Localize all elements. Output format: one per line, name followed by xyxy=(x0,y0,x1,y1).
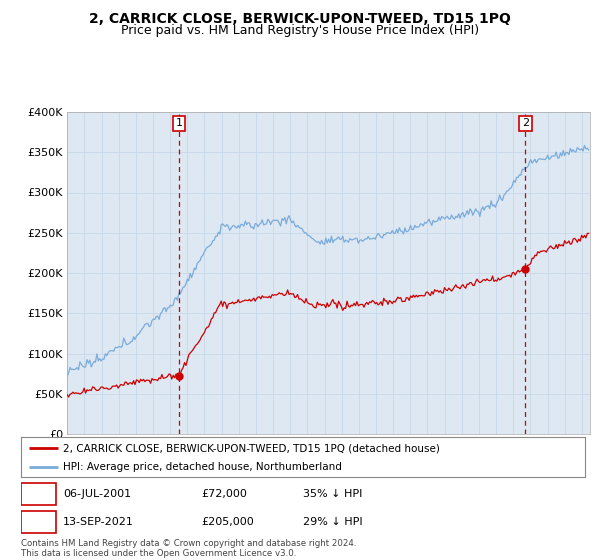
Text: 2, CARRICK CLOSE, BERWICK-UPON-TWEED, TD15 1PQ: 2, CARRICK CLOSE, BERWICK-UPON-TWEED, TD… xyxy=(89,12,511,26)
Text: 2, CARRICK CLOSE, BERWICK-UPON-TWEED, TD15 1PQ (detached house): 2, CARRICK CLOSE, BERWICK-UPON-TWEED, TD… xyxy=(64,443,440,453)
FancyBboxPatch shape xyxy=(21,511,56,533)
Text: 1: 1 xyxy=(35,489,42,499)
Text: Price paid vs. HM Land Registry's House Price Index (HPI): Price paid vs. HM Land Registry's House … xyxy=(121,24,479,37)
Text: £205,000: £205,000 xyxy=(202,517,254,528)
Text: 1: 1 xyxy=(175,119,182,128)
Text: HPI: Average price, detached house, Northumberland: HPI: Average price, detached house, Nort… xyxy=(64,462,342,472)
Text: 2: 2 xyxy=(522,119,529,128)
Text: 29% ↓ HPI: 29% ↓ HPI xyxy=(303,517,362,528)
Text: 13-SEP-2021: 13-SEP-2021 xyxy=(64,517,134,528)
Text: 2: 2 xyxy=(35,517,42,528)
FancyBboxPatch shape xyxy=(21,483,56,505)
Text: £72,000: £72,000 xyxy=(202,489,247,499)
Text: 35% ↓ HPI: 35% ↓ HPI xyxy=(303,489,362,499)
Text: Contains HM Land Registry data © Crown copyright and database right 2024.
This d: Contains HM Land Registry data © Crown c… xyxy=(21,539,356,558)
Text: 06-JUL-2001: 06-JUL-2001 xyxy=(64,489,131,499)
